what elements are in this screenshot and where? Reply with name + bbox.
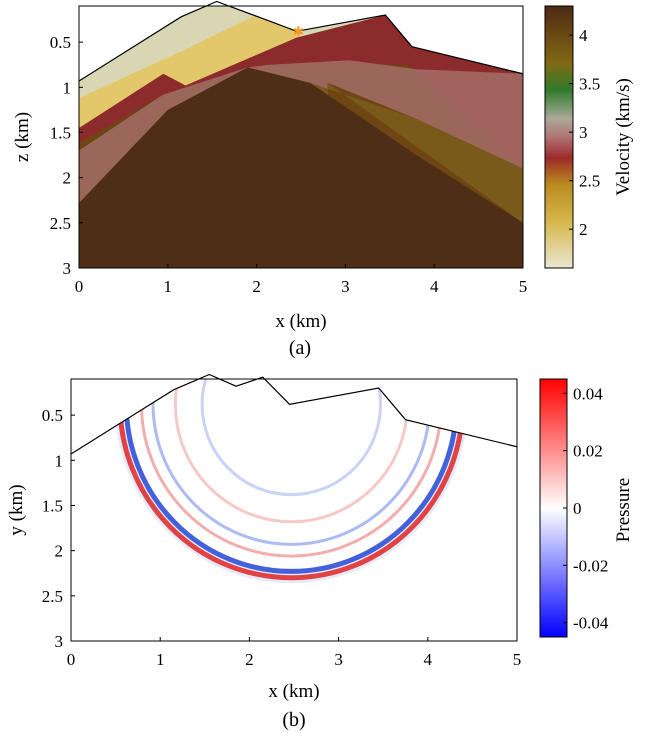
colorbar-tick-label: 0.04 [573,384,603,403]
x-tick-label: 0 [67,650,76,669]
y-tick-label: 1 [63,78,72,97]
wavefield [71,379,517,584]
air-region-b [71,379,517,454]
velocity-layer [79,67,523,268]
colorbar-tick-label: 3.5 [579,75,600,94]
colorbar-tick-label: 4 [579,26,588,45]
y-tick-label: 3 [55,632,64,651]
wavefield-interior [123,379,459,575]
x-tick-label: 1 [156,650,165,669]
plot-frame-a [78,5,524,269]
x-tick-label: 3 [334,650,343,669]
y-tick-label: 1.5 [42,496,63,515]
panel-b: 0 1 2 3 4 5 0.5 1 1.5 2 2.5 3 x (km) y (km) (b) 0.… [6,373,634,731]
x-tick-label: 3 [341,277,350,296]
wavefront-negative [200,379,382,497]
y-tick-label: 2 [63,169,72,188]
surface-topography-line [78,0,524,82]
x-tick-label: 4 [430,277,439,296]
x-axis-label-b: x (km) [268,681,319,702]
x-tick-label: 2 [245,650,254,669]
panel-caption-a: (a) [289,337,311,359]
colorbar-tick-label: 0 [573,499,582,518]
y-tick-label: 0.5 [42,406,63,425]
panel-caption-b: (b) [282,709,305,731]
x-axis-ticks-a: 0 1 2 3 4 5 [75,264,528,296]
x-tick-label: 1 [164,277,173,296]
colorbar-tick-label: 3 [579,123,588,142]
plot-frame-b [70,378,518,642]
colorbar-ticks-a: 2 2.5 3 3.5 4 [569,26,600,239]
colorbar-tick-label: -0.04 [573,614,609,633]
colorbar-tick-label: 2 [579,220,588,239]
y-tick-label: 3 [63,259,72,278]
colorbar-ticks-b: 0.04 0.02 0 -0.02 -0.04 [563,384,609,633]
x-tick-label: 2 [252,277,261,296]
y-tick-label: 2 [55,542,64,561]
y-tick-label: 2.5 [42,587,63,606]
colorbar-tick-label: 2.5 [579,172,600,191]
y-tick-label: 1 [55,451,64,470]
colorbar-tick-label: -0.02 [573,556,608,575]
velocity-model [79,6,523,268]
y-axis-label-b: y (km) [6,484,27,535]
y-axis-ticks-a: 0.5 1 1.5 2 2.5 3 [50,33,83,278]
y-axis-ticks-b: 0.5 1 1.5 2 2.5 3 [42,406,75,651]
x-axis-ticks-b: 0 1 2 3 4 5 [67,637,522,669]
x-tick-label: 5 [513,650,522,669]
colorbar-b [539,378,568,638]
y-tick-label: 1.5 [50,123,71,142]
colorbar-label-a: Velocity (km/s) [613,78,634,196]
x-axis-label-a: x (km) [275,311,326,332]
surface-topography-line-b [70,373,518,455]
y-tick-label: 2.5 [50,214,71,233]
colorbar-a [544,5,574,269]
y-tick-label: 0.5 [50,33,71,52]
colorbar-tick-label: 0.02 [573,442,603,461]
x-tick-label: 5 [519,277,528,296]
x-tick-label: 0 [75,277,84,296]
y-axis-label-a: z (km) [12,112,33,162]
colorbar-label-b: Pressure [613,478,634,542]
source-marker: ✱ [292,24,304,40]
air-region [79,6,523,81]
x-tick-label: 4 [424,650,433,669]
